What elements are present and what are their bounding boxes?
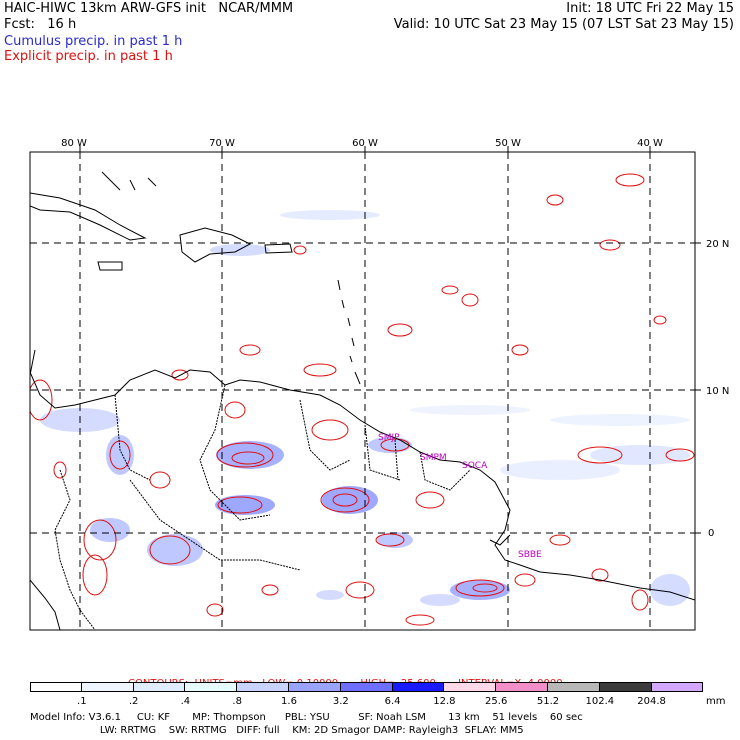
colorbar bbox=[30, 682, 704, 694]
colorbar-swatch bbox=[185, 682, 238, 692]
station-soca: SOCA bbox=[462, 461, 488, 471]
valid-time: Valid: 10 UTC Sat 23 May 15 (07 LST Sat … bbox=[393, 17, 734, 32]
colorbar-tick-label: 3.2 bbox=[332, 696, 349, 707]
colorbar-swatch bbox=[599, 682, 652, 692]
explicit-precip-contours bbox=[30, 173, 695, 626]
graticule bbox=[30, 152, 695, 630]
colorbar-tick-label: .1 bbox=[77, 696, 87, 707]
model-title: HAIC-HIWC 13km ARW-GFS init NCAR/MMM bbox=[4, 1, 294, 16]
colorbar-tick-label: 204.8 bbox=[637, 696, 666, 707]
colorbar-tick-label: 51.2 bbox=[536, 696, 560, 707]
lat-label-10n: 10 N bbox=[706, 386, 729, 397]
station-smpm: SMPM bbox=[420, 453, 447, 463]
colorbar-swatch bbox=[496, 682, 548, 692]
colorbar-swatch bbox=[237, 682, 289, 692]
colorbar-tick-label: .4 bbox=[180, 696, 191, 707]
colorbar-swatch bbox=[340, 682, 393, 692]
colorbar-unit: mm bbox=[706, 696, 726, 707]
colorbar-tick-label: .8 bbox=[232, 696, 242, 707]
cumulus-precip-label: Cumulus precip. in past 1 h bbox=[4, 34, 183, 49]
lon-label-70w: 70 W bbox=[209, 138, 235, 149]
station-labels: SMPM SMJP SOCA SBBE bbox=[378, 433, 542, 560]
colorbar-tick-label: 102.4 bbox=[585, 696, 615, 707]
colorbar-swatch bbox=[288, 682, 341, 692]
forecast-hour: Fcst: 16 h bbox=[4, 17, 77, 32]
colorbar-swatch bbox=[444, 682, 497, 692]
lat-label-eq: 0 bbox=[708, 528, 714, 539]
colorbar-tick-label: 12.8 bbox=[433, 696, 456, 707]
colorbar-swatch bbox=[133, 682, 186, 692]
colorbar-swatch bbox=[81, 682, 134, 692]
explicit-precip-label: Explicit precip. in past 1 h bbox=[4, 49, 173, 64]
station-smjp: SMJP bbox=[378, 433, 400, 443]
colorbar-swatch bbox=[392, 682, 445, 692]
colorbar-tick-label: 6.4 bbox=[384, 696, 401, 707]
model-info-line1: Model Info: V3.6.1 CU: KF MP: Thompson P… bbox=[30, 712, 583, 723]
lon-label-80w: 80 W bbox=[61, 138, 87, 149]
lon-label-40w: 40 W bbox=[637, 138, 663, 149]
lon-label-60w: 60 W bbox=[352, 138, 378, 149]
init-time: Init: 18 UTC Fri 22 May 15 bbox=[566, 1, 734, 16]
colorbar-swatch bbox=[30, 682, 82, 692]
colorbar-swatch bbox=[547, 682, 600, 692]
colorbar-tick-label: 25.6 bbox=[485, 696, 508, 707]
colorbar-tick-label: .2 bbox=[128, 696, 139, 707]
station-sbbe: SBBE bbox=[518, 550, 542, 560]
model-info-line2: LW: RRTMG SW: RRTMG DIFF: full KM: 2D Sm… bbox=[30, 725, 524, 736]
map-frame bbox=[29, 151, 696, 631]
coastlines bbox=[30, 171, 695, 630]
lon-label-50w: 50 W bbox=[495, 138, 521, 149]
colorbar-tick-label: 1.6 bbox=[281, 696, 297, 707]
colorbar-swatch bbox=[651, 682, 704, 692]
lat-label-20n: 20 N bbox=[706, 239, 729, 250]
